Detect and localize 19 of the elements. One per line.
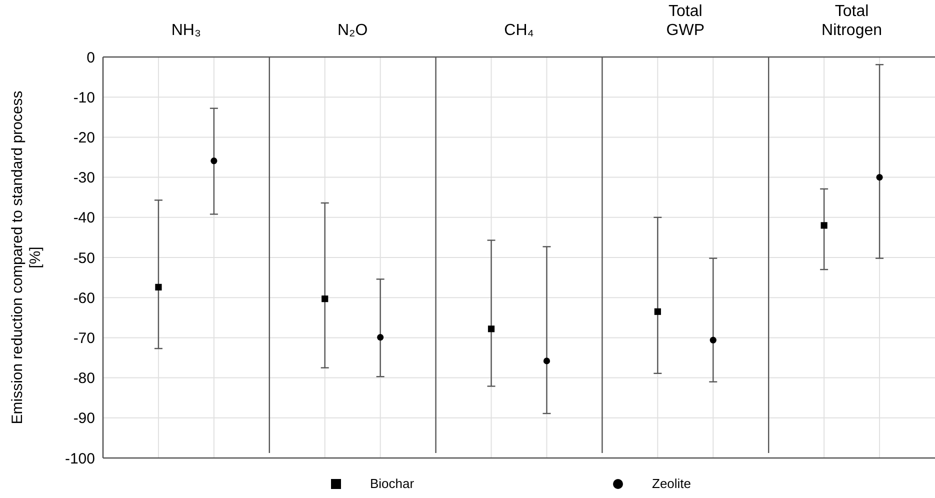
y-tick-label: -30 [73, 170, 95, 187]
y-tick-label: 0 [86, 49, 95, 66]
y-tick-label: -50 [73, 250, 95, 267]
y-tick-label: -20 [73, 129, 95, 146]
y-tick-label: -60 [73, 290, 95, 307]
legend-label: Biochar [370, 476, 415, 491]
x-tick-label: CH₄ [504, 22, 534, 39]
y-tick-label: -100 [64, 450, 95, 468]
y-tick-label: -80 [73, 370, 95, 388]
x-tick-label: Total GWP [666, 3, 705, 39]
legend-label: Zeolite [652, 476, 692, 491]
x-tick-label: Total Nitrogen [822, 3, 882, 39]
y-tick-label: -40 [73, 210, 95, 227]
y-axis-title: Emission reduction compared to standard process [%] [9, 90, 44, 424]
x-tick-label: N₂O [337, 22, 368, 39]
y-tick-label: -70 [73, 330, 95, 347]
y-tick-label: -90 [73, 410, 95, 428]
y-tick-label: -10 [73, 89, 95, 106]
x-tick-label: NH₃ [171, 22, 202, 39]
